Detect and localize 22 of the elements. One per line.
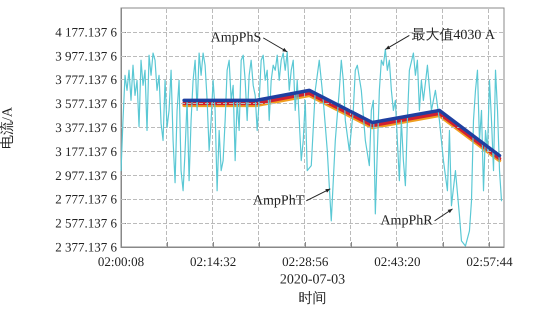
x-tick-label: 02:00:08 bbox=[98, 254, 144, 269]
y-tick-label: 3 177.137 6 bbox=[55, 144, 118, 159]
y-tick-label: 2 577.137 6 bbox=[55, 216, 118, 231]
y-tick-label: 3 777.137 6 bbox=[55, 72, 118, 88]
x-tick-label: 02:28:56 bbox=[282, 254, 329, 269]
y-axis-title: 电流/A bbox=[0, 106, 16, 149]
y-tick-label: 2 377.137 6 bbox=[55, 240, 118, 254]
y-tick-label: 3 577.137 6 bbox=[55, 96, 118, 112]
x-axis-title: 时间 bbox=[298, 290, 326, 306]
y-tick-label: 2 777.137 6 bbox=[55, 192, 118, 207]
annotation: 最大值4030 A bbox=[411, 26, 496, 43]
x-tick-label: 02:57:44 bbox=[466, 254, 514, 269]
x-tick-label: 02:43:20 bbox=[374, 254, 420, 269]
text: 2020-07-03 bbox=[280, 272, 346, 288]
y-tick-label: 4 177.137 6 bbox=[55, 24, 118, 40]
annotation: AmpPhR bbox=[380, 213, 434, 228]
y-tick-label: 3 377.137 6 bbox=[55, 120, 118, 135]
y-tick-label: 2 977.137 6 bbox=[55, 168, 118, 183]
x-tick-label: 02:14:32 bbox=[190, 254, 236, 269]
annotation: AmpPhT bbox=[252, 193, 305, 208]
y-tick-label: 3 977.137 6 bbox=[55, 48, 118, 64]
annotation: AmpPhS bbox=[210, 30, 262, 46]
